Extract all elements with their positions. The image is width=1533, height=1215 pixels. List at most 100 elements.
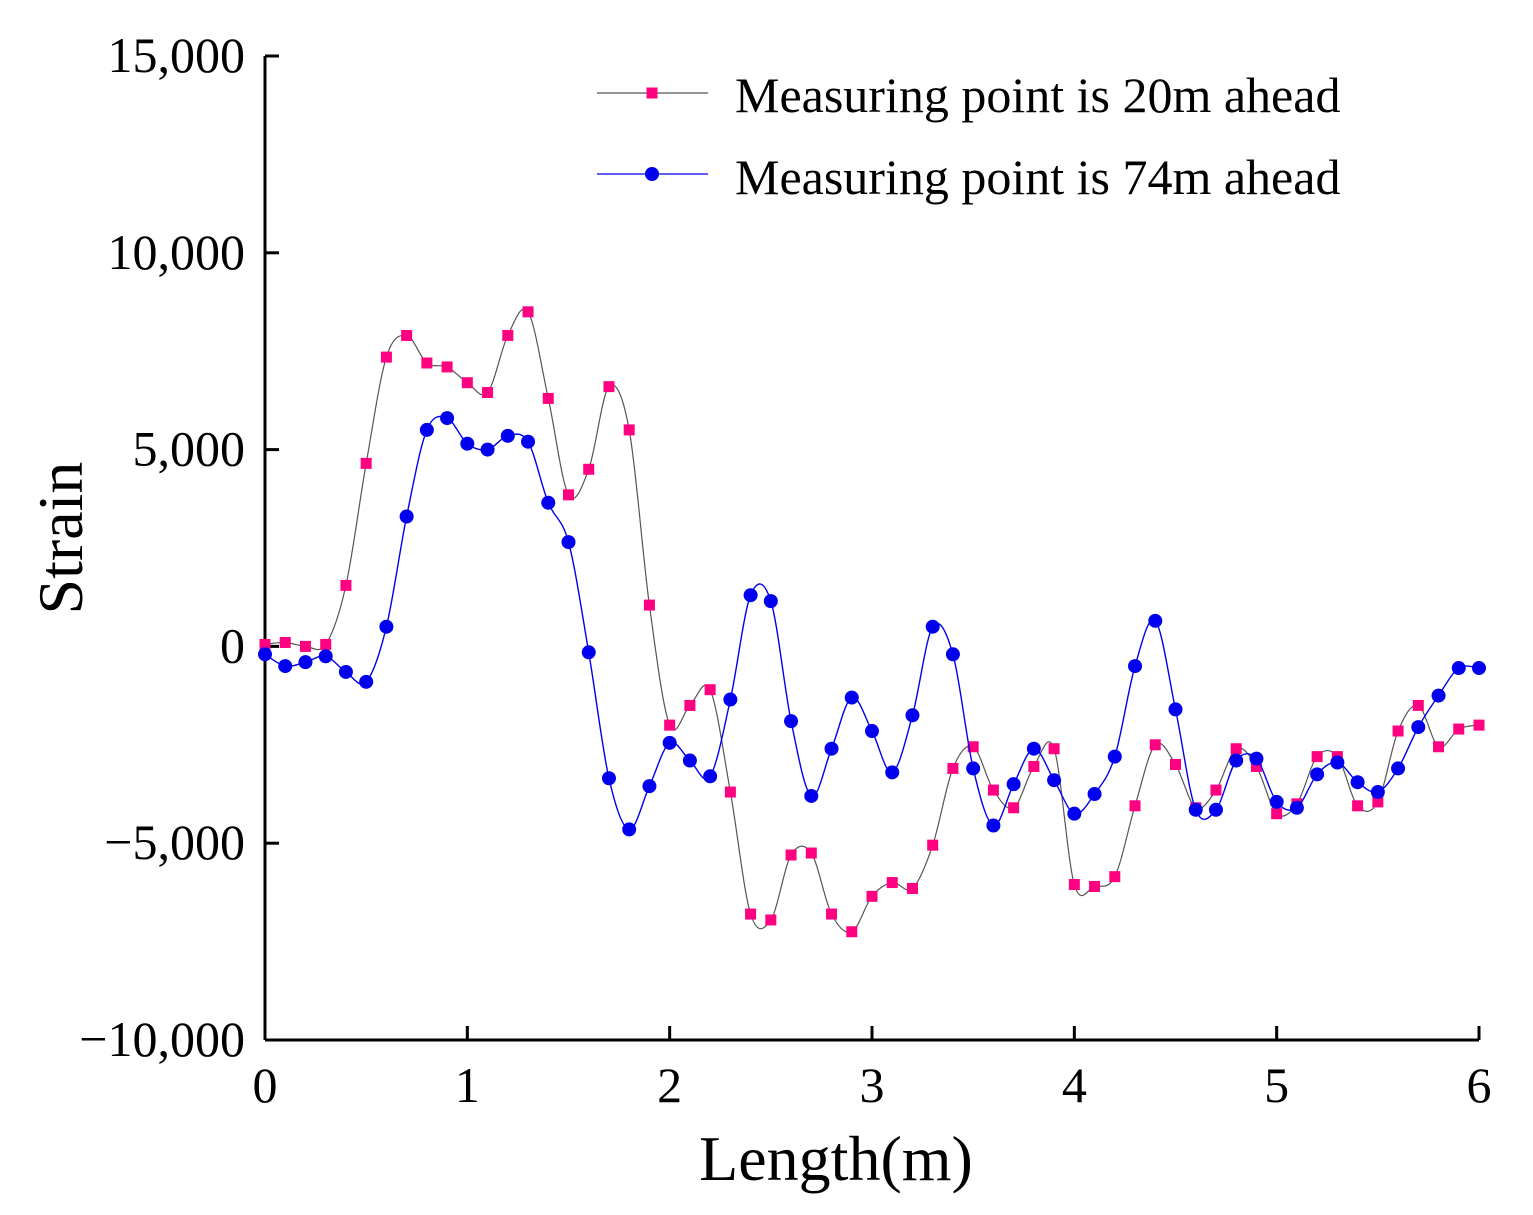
data-point-square <box>765 914 777 926</box>
data-point-circle <box>338 664 353 679</box>
x-tick-label: 1 <box>455 1057 480 1113</box>
data-point-circle <box>703 769 718 784</box>
data-point-square <box>826 908 838 920</box>
data-point-square <box>1453 723 1465 735</box>
data-point-square <box>1433 741 1445 753</box>
data-point-square <box>643 599 655 611</box>
data-point-square <box>340 579 352 591</box>
data-point-square <box>482 387 494 399</box>
data-point-square <box>623 424 635 436</box>
x-tick-label: 3 <box>860 1057 885 1113</box>
data-point-square <box>967 741 979 753</box>
data-point-square <box>805 847 817 859</box>
legend-label-74m: Measuring point is 74m ahead <box>735 149 1340 205</box>
y-tick-label: 5,000 <box>133 421 246 477</box>
data-point-square <box>846 926 858 938</box>
data-point-square <box>1028 760 1040 772</box>
data-point-circle <box>945 647 960 662</box>
data-point-square <box>1392 725 1404 737</box>
legend-marker-20m <box>646 87 658 99</box>
data-point-circle <box>1148 613 1163 628</box>
data-point-square <box>785 849 797 861</box>
legend-entry-74m: Measuring point is 74m ahead <box>597 149 1340 205</box>
data-point-circle <box>1330 755 1345 770</box>
y-tick-label: 15,000 <box>108 27 246 83</box>
data-point-circle <box>1431 688 1446 703</box>
data-point-square <box>421 357 433 369</box>
data-point-square <box>927 839 939 851</box>
data-point-square <box>1109 871 1121 883</box>
data-point-circle <box>1168 702 1183 717</box>
data-point-circle <box>1229 753 1244 768</box>
x-tick-label: 0 <box>253 1057 278 1113</box>
data-point-circle <box>1026 741 1041 756</box>
legend-entry-20m: Measuring point is 20m ahead <box>597 67 1340 123</box>
data-point-square <box>947 762 959 774</box>
data-point-circle <box>399 509 414 524</box>
data-point-circle <box>1289 800 1304 815</box>
data-point-circle <box>1107 749 1122 764</box>
data-point-square <box>1250 760 1262 772</box>
data-point-circle <box>966 761 981 776</box>
data-point-circle <box>804 788 819 803</box>
data-point-square <box>461 377 473 389</box>
data-point-circle <box>1472 661 1486 676</box>
data-point-circle <box>460 436 475 451</box>
data-point-circle <box>480 442 495 457</box>
data-point-circle <box>1208 802 1223 817</box>
y-tick-label: 10,000 <box>108 224 246 280</box>
data-point-square <box>1473 719 1485 731</box>
data-point-square <box>1149 739 1161 751</box>
data-point-circle <box>561 535 576 550</box>
data-point-square <box>1129 800 1141 812</box>
data-point-square <box>1008 802 1020 814</box>
data-point-circle <box>541 495 556 510</box>
y-tick-label: 0 <box>220 617 245 673</box>
data-point-square <box>401 329 413 341</box>
data-point-square <box>1089 880 1101 892</box>
data-point-square <box>684 699 696 711</box>
data-point-square <box>1311 751 1323 763</box>
data-point-circle <box>1370 785 1385 800</box>
data-point-square <box>360 457 372 469</box>
data-point-square <box>320 638 332 650</box>
data-point-circle <box>278 659 293 674</box>
data-point-circle <box>1087 787 1102 801</box>
data-point-square <box>866 890 878 902</box>
data-point-circle <box>298 655 313 670</box>
data-point-square <box>724 786 736 798</box>
data-point-circle <box>1350 775 1365 790</box>
data-point-square <box>380 351 392 363</box>
data-point-square <box>299 640 311 652</box>
data-point-circle <box>723 692 738 707</box>
y-tick-label: −10,000 <box>79 1011 245 1067</box>
y-tick-label: −5,000 <box>104 814 245 870</box>
data-point-circle <box>1391 761 1406 776</box>
x-axis-title: Length(m) <box>699 1123 973 1194</box>
data-point-square <box>906 882 918 894</box>
data-point-circle <box>521 434 536 449</box>
series-line <box>264 308 1480 934</box>
series-line <box>264 415 1480 831</box>
data-point-circle <box>1310 767 1325 782</box>
data-point-square <box>603 381 615 393</box>
legend-marker-74m <box>645 167 659 181</box>
data-point-circle <box>419 422 434 437</box>
data-point-square <box>1048 743 1060 755</box>
series-74m <box>258 411 1486 837</box>
series-20m <box>259 306 1485 938</box>
data-point-circle <box>1067 806 1082 821</box>
x-ticks: 0 1 2 3 4 5 6 <box>253 1026 1492 1113</box>
data-point-square <box>1210 784 1222 796</box>
data-point-circle <box>1269 794 1284 809</box>
data-point-circle <box>318 649 333 664</box>
data-point-square <box>704 684 716 696</box>
data-point-circle <box>763 594 778 609</box>
data-point-square <box>502 329 514 341</box>
y-ticks: 15,000 10,000 5,000 0 −5,000 −10,000 <box>79 27 279 1067</box>
data-point-circle <box>1249 751 1264 766</box>
data-point-circle <box>359 674 374 689</box>
data-point-square <box>542 392 554 404</box>
x-tick-label: 4 <box>1062 1057 1087 1113</box>
